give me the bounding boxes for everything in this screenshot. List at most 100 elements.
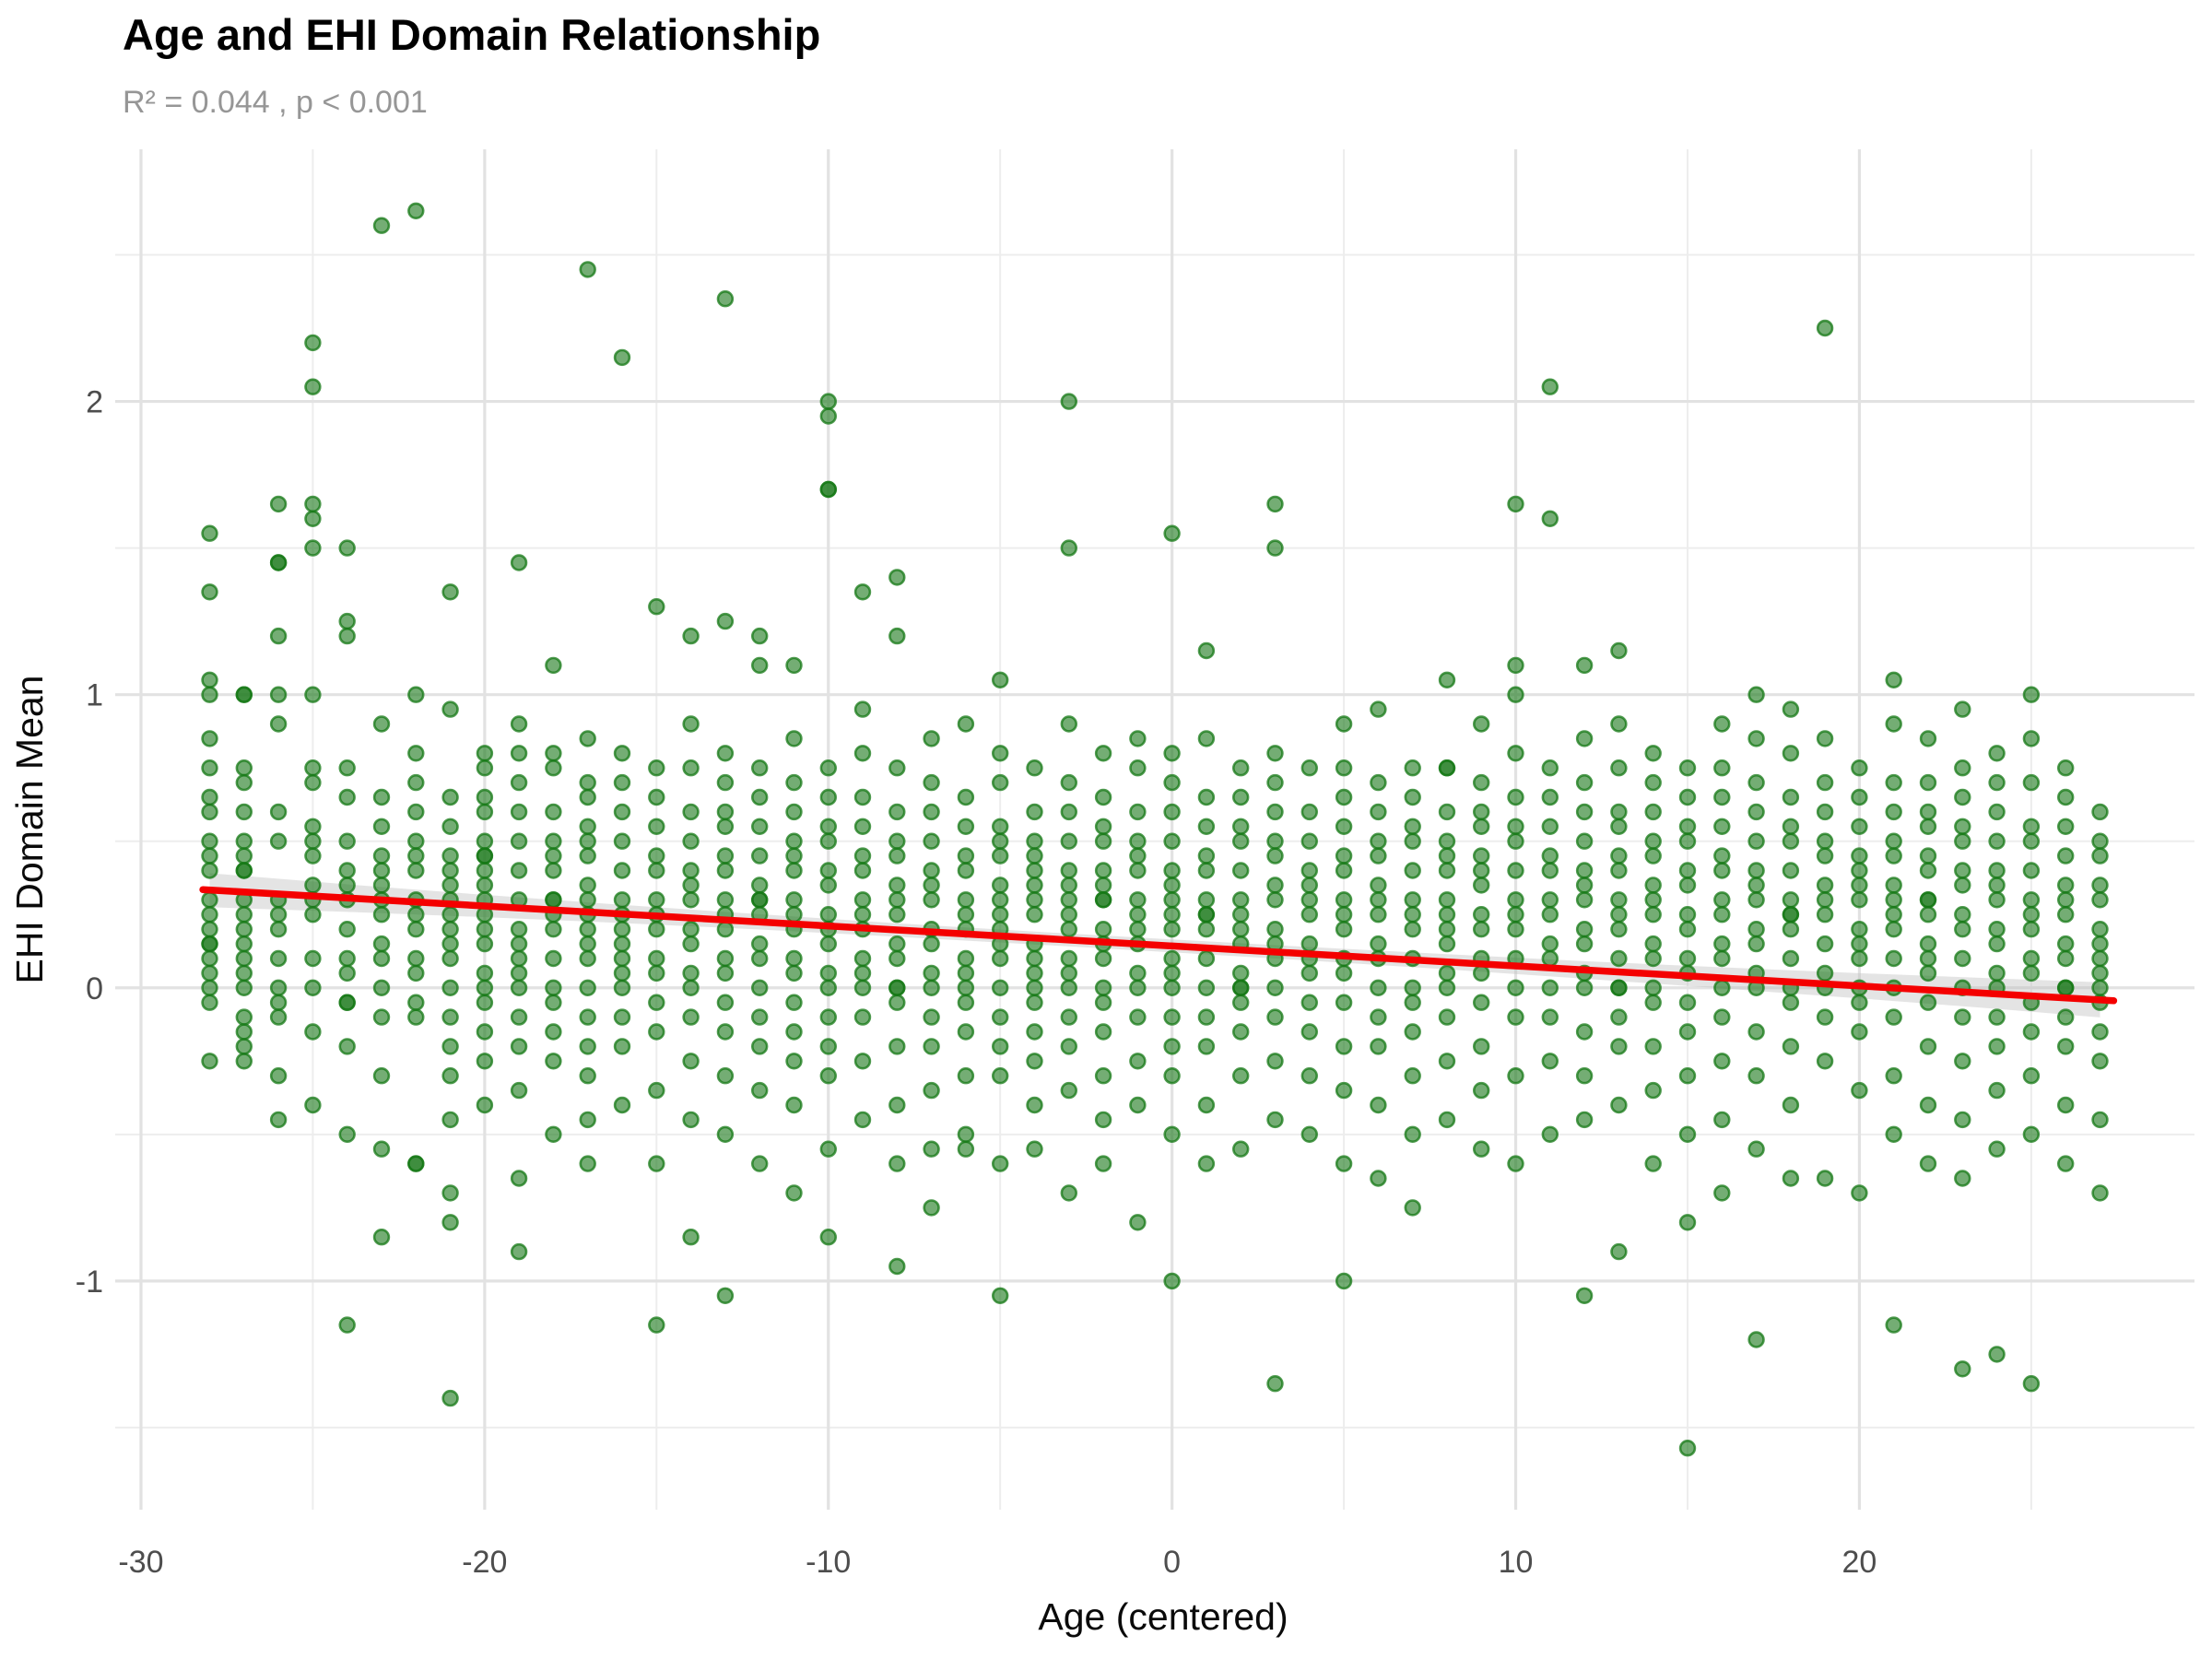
data-point [613, 773, 631, 792]
data-point [1370, 773, 1387, 792]
data-point [304, 877, 322, 894]
data-point [201, 671, 218, 688]
data-point [1541, 1125, 1559, 1144]
data-point [682, 803, 700, 821]
data-point [510, 554, 528, 571]
data-point [407, 686, 425, 703]
data-point [1300, 935, 1319, 953]
data-point [1335, 964, 1353, 982]
data-point [1713, 935, 1731, 953]
data-point [1060, 949, 1078, 968]
data-point [1644, 905, 1662, 924]
data-point [579, 832, 596, 850]
data-point [1300, 759, 1319, 777]
data-point [2057, 847, 2075, 865]
data-point [2022, 891, 2041, 909]
data-point [372, 217, 391, 234]
data-point [1438, 1053, 1456, 1070]
data-point [1816, 935, 1834, 953]
data-point [613, 891, 631, 909]
data-point [235, 949, 253, 968]
data-point [476, 1053, 494, 1070]
data-point [579, 891, 596, 909]
data-point [2057, 1155, 2075, 1172]
data-point [1816, 847, 1834, 865]
data-point [1507, 832, 1524, 850]
data-point [991, 847, 1009, 865]
data-point [2022, 1125, 2041, 1144]
data-point [1954, 905, 1971, 924]
data-point [510, 803, 528, 821]
data-point [1954, 759, 1971, 777]
data-point [1129, 920, 1147, 938]
data-point [1231, 979, 1250, 997]
data-point [545, 803, 562, 821]
data-point [1129, 832, 1147, 850]
data-point [407, 964, 425, 982]
x-tick-label: 10 [1499, 1545, 1534, 1580]
data-point [1610, 891, 1628, 909]
data-point [1129, 862, 1147, 879]
data-point [1026, 832, 1043, 850]
data-point [1988, 1008, 2006, 1026]
data-point [716, 745, 735, 762]
data-point [613, 745, 631, 762]
data-point [1404, 891, 1421, 909]
data-point [613, 979, 631, 997]
data-point [1851, 891, 1868, 909]
data-point [923, 1081, 940, 1100]
data-point [888, 949, 906, 968]
data-point [579, 949, 596, 968]
data-point [1231, 1140, 1250, 1158]
data-point [853, 818, 872, 835]
data-point [2091, 877, 2109, 894]
data-point [1231, 818, 1250, 835]
data-point [1747, 891, 1765, 909]
data-point [2057, 1008, 2075, 1026]
data-point [1163, 920, 1181, 938]
data-point [1678, 862, 1697, 879]
data-point [1438, 832, 1456, 850]
data-point [1678, 788, 1697, 806]
data-point [1954, 1170, 1971, 1187]
data-point [338, 627, 356, 645]
data-point [648, 1155, 665, 1172]
data-point [1507, 891, 1524, 909]
data-point [1026, 979, 1043, 997]
data-point [235, 979, 253, 997]
data-point [1197, 920, 1216, 938]
x-tick-label: -30 [118, 1545, 163, 1580]
data-point [1335, 891, 1353, 909]
data-point [1231, 920, 1250, 938]
data-point [1610, 920, 1628, 938]
data-point [682, 1228, 700, 1246]
data-point [201, 832, 218, 850]
data-point [1197, 891, 1216, 909]
data-point [235, 1053, 253, 1070]
data-point [476, 803, 494, 821]
data-point [923, 773, 940, 792]
data-point [1954, 818, 1971, 835]
data-point [476, 1023, 494, 1041]
data-point [304, 949, 322, 968]
data-point [750, 627, 769, 645]
data-point [304, 773, 322, 792]
data-point [819, 877, 837, 894]
data-point [1404, 759, 1421, 777]
data-point [1713, 818, 1731, 835]
data-point [545, 1023, 562, 1041]
data-point [579, 261, 596, 278]
data-point [1541, 935, 1559, 953]
data-point [579, 788, 596, 806]
data-point [853, 1008, 872, 1026]
data-point [1266, 847, 1284, 865]
data-point [1507, 1155, 1524, 1172]
data-point [441, 1111, 459, 1129]
data-point [1197, 641, 1216, 660]
data-point [407, 862, 425, 879]
data-point [1988, 745, 2006, 762]
data-point [372, 715, 391, 733]
data-point [2057, 935, 2075, 953]
data-point [819, 1008, 837, 1026]
data-point [407, 832, 425, 850]
